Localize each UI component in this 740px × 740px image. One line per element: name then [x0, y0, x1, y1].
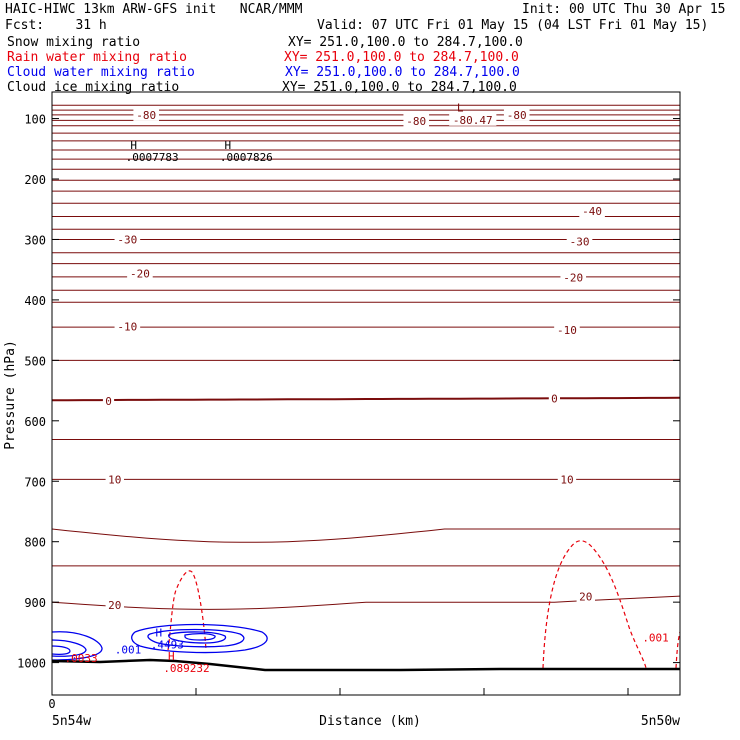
rain-contour	[167, 570, 207, 651]
plot-frame	[51, 91, 681, 696]
cloud-water-contour	[131, 623, 268, 654]
cloud-water-contour	[184, 632, 216, 641]
contour-label-bg	[503, 107, 530, 121]
isotherm-line	[52, 595, 680, 610]
contour-value-label: .0033	[65, 652, 98, 665]
y-tick-label: 400	[24, 294, 46, 308]
y-tick-label: 1000	[17, 657, 46, 671]
extremum-marker: H	[225, 139, 232, 152]
field-name-rain: Rain water mixing ratio	[7, 50, 188, 65]
y-tick-label: 700	[24, 475, 46, 489]
contour-label-bg	[566, 234, 593, 248]
cloud-water-contour	[52, 631, 103, 661]
init-time: Init: 00 UTC Thu 30 Apr 15	[522, 2, 726, 17]
contour-label-bg	[114, 232, 141, 246]
field-xy-rain: XY= 251.0,100.0 to 284.7,100.0	[284, 50, 519, 65]
isotherm-label: -20	[130, 267, 150, 280]
field-name-cloud-water: Cloud water mixing ratio	[7, 65, 195, 80]
cloud-water-contour	[147, 628, 245, 648]
isotherm-label: -80	[507, 109, 527, 122]
y-tick-label: 300	[24, 233, 46, 247]
isotherm-label: -80	[136, 109, 156, 122]
cloud-water-contour	[52, 645, 71, 656]
contour-label-bg	[105, 472, 124, 486]
extremum-marker: H	[168, 650, 175, 663]
extremum-marker: L	[457, 101, 464, 114]
contour-label-bg	[557, 472, 577, 486]
contour-label-bg	[105, 598, 124, 612]
y-tick-label: 100	[24, 113, 46, 127]
isotherm-label: 0	[551, 392, 558, 405]
extremum-marker: H	[130, 139, 137, 152]
field-name-snow: Snow mixing ratio	[7, 35, 141, 50]
isotherm-label: 0	[105, 395, 112, 408]
extremum-marker: H	[155, 627, 162, 640]
contour-label-bg	[114, 319, 141, 333]
rain-contour	[542, 540, 647, 669]
valid-time: Valid: 07 UTC Fri 01 May 15 (04 LST Fri …	[317, 18, 709, 33]
contour-label-bg	[576, 589, 595, 603]
isotherm-line	[52, 396, 680, 402]
y-tick-label: 500	[24, 354, 46, 368]
y-tick-label: 600	[24, 415, 46, 429]
contour-label-bg	[403, 113, 430, 127]
x-start-label: 5n54w	[52, 714, 91, 729]
contour-label-bg	[548, 391, 560, 405]
contour-label-bg	[449, 112, 497, 126]
contour-label-bg	[560, 270, 587, 284]
contour-label-bg	[554, 323, 580, 337]
y-tick-label: 200	[24, 173, 46, 187]
cloud-water-contour	[168, 631, 227, 644]
contour-value-label: .001	[642, 631, 669, 644]
contour-label-bg	[579, 204, 605, 218]
isotherm-label: -30	[117, 233, 137, 246]
contour-label-bg	[127, 266, 153, 280]
terrain-line	[52, 658, 680, 672]
isotherm-label: -10	[557, 324, 577, 337]
field-name-cloud-ice: Cloud ice mixing ratio	[7, 80, 180, 95]
isotherm-label: 10	[108, 473, 121, 486]
extremum-value: .4493	[151, 639, 184, 652]
extremum-value: .0007783	[126, 151, 179, 164]
forecast-hour: Fcst: 31 h	[5, 18, 107, 33]
isotherm-label: 20	[579, 591, 592, 604]
y-tick-label: 800	[24, 536, 46, 550]
isotherm-label: -40	[582, 205, 602, 218]
contour-value-label: .001	[115, 644, 142, 657]
x-tick-label: 0	[48, 697, 55, 711]
figure-title: HAIC-HIWC 13km ARW-GFS init NCAR/MMM	[5, 2, 303, 17]
isotherm-line	[52, 528, 680, 543]
y-axis-label: Pressure (hPa)	[3, 340, 18, 450]
isotherm-label: 10	[560, 473, 573, 486]
y-tick-label: 900	[24, 596, 46, 610]
isotherm-label: -30	[570, 235, 590, 248]
isotherm-label: 20	[108, 599, 121, 612]
x-end-label: 5n50w	[641, 714, 680, 729]
contour-label-bg	[102, 393, 115, 407]
extremum-value: .0007826	[220, 151, 273, 164]
field-xy-cloud-water: XY= 251.0,100.0 to 284.7,100.0	[285, 65, 520, 80]
contour-label-bg	[133, 107, 159, 121]
isotherm-label: -20	[563, 272, 583, 285]
field-xy-snow: XY= 251.0,100.0 to 284.7,100.0	[288, 35, 523, 50]
isotherm-label: -80	[406, 115, 426, 128]
x-axis-label: Distance (km)	[319, 714, 421, 729]
rain-contour	[675, 631, 680, 669]
isotherm-label: -80.47	[453, 114, 493, 127]
cloud-water-contour	[52, 639, 87, 657]
extremum-value: .089232	[163, 662, 209, 675]
field-xy-cloud-ice: XY= 251.0,100.0 to 284.7,100.0	[282, 80, 517, 95]
isotherm-label: -10	[117, 320, 137, 333]
